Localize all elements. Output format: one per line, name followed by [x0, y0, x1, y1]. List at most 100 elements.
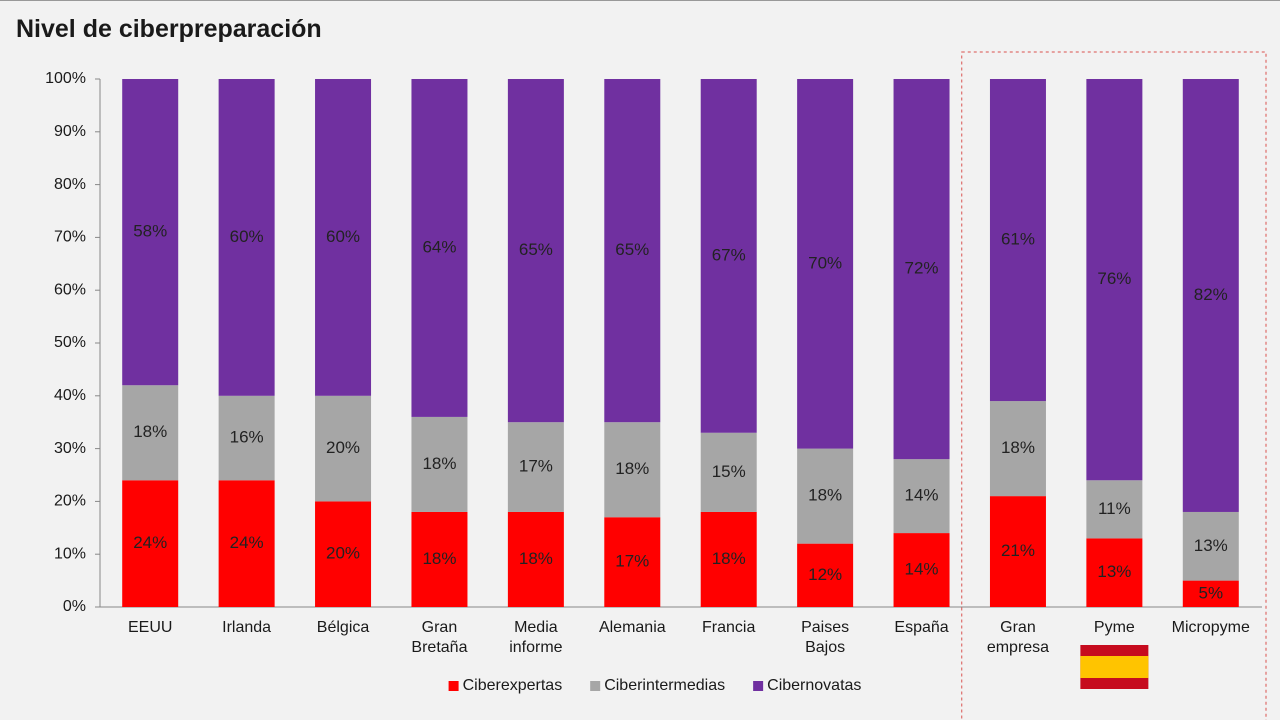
value-label: 65%: [615, 240, 649, 259]
value-label: 20%: [326, 544, 360, 563]
y-tick-label: 20%: [54, 493, 86, 510]
bar-segment: [507, 79, 564, 423]
bar-segment: [1086, 79, 1143, 481]
x-tick-label: Gran Bretaña: [411, 619, 467, 656]
legend-swatch: [448, 681, 459, 691]
y-tick-label: 70%: [54, 229, 86, 246]
bar-segment: [797, 448, 854, 544]
bar-segment: [122, 385, 179, 481]
x-tick-label: Pyme: [1094, 619, 1135, 636]
legend-item: Ciberintermedias: [590, 677, 725, 694]
value-label: 18%: [422, 549, 456, 568]
y-tick-label: 0%: [63, 598, 86, 615]
bar-segment: [604, 517, 661, 607]
value-label: 65%: [519, 240, 553, 259]
value-label: 18%: [422, 454, 456, 473]
value-label: 11%: [1098, 499, 1131, 518]
value-label: 61%: [1001, 230, 1035, 249]
bar-segment: [604, 422, 661, 518]
y-tick-label: 90%: [54, 123, 86, 140]
bar-segment: [1182, 511, 1239, 581]
x-tick-label: EEUU: [128, 619, 172, 636]
value-label: 18%: [808, 486, 842, 505]
bar-segment: [218, 395, 275, 481]
value-label: 82%: [1194, 285, 1228, 304]
bar-segment: [1182, 79, 1239, 512]
y-tick-label: 60%: [54, 281, 86, 298]
bar-segment: [507, 422, 564, 512]
value-label: 15%: [712, 462, 746, 481]
x-tick-label: Bélgica: [317, 619, 370, 636]
bar-segment: [507, 511, 564, 607]
value-label: 72%: [905, 259, 939, 278]
legend-label: Ciberexpertas: [463, 677, 563, 694]
legend-item: Cibernovatas: [753, 677, 861, 694]
flag-yellow: [1080, 656, 1149, 678]
x-tick-label: España: [894, 619, 948, 636]
value-label: 60%: [326, 227, 360, 246]
x-tick-label: Media informe: [509, 619, 562, 656]
bar-segment: [218, 480, 275, 607]
bar-segment: [122, 480, 179, 607]
bar-segment: [1182, 580, 1239, 607]
x-tick-label: Paises Bajos: [801, 619, 849, 656]
value-label: 17%: [615, 552, 649, 571]
x-tick-label: Francia: [702, 619, 755, 636]
legend-item: Ciberexpertas: [448, 677, 563, 694]
legend-swatch: [753, 681, 764, 691]
value-label: 12%: [808, 565, 842, 584]
value-label: 18%: [133, 422, 167, 441]
bar-segment: [989, 401, 1046, 497]
x-tick-label: Gran empresa: [987, 619, 1049, 656]
value-label: 18%: [519, 549, 553, 568]
bar-segment: [989, 496, 1046, 607]
value-label: 70%: [808, 253, 842, 272]
value-label: 18%: [615, 459, 649, 478]
value-label: 24%: [230, 533, 264, 552]
y-tick-label: 10%: [54, 545, 86, 562]
bar-segment: [893, 533, 950, 607]
y-tick-label: 50%: [54, 334, 86, 351]
value-label: 14%: [905, 560, 939, 579]
bar-segment: [700, 79, 757, 433]
legend-label: Ciberintermedias: [604, 677, 725, 694]
value-label: 76%: [1097, 269, 1131, 288]
bar-segment: [315, 79, 372, 396]
bar-segment: [315, 395, 372, 502]
value-label: 18%: [1001, 438, 1035, 457]
bar-segment: [604, 79, 661, 423]
value-label: 5%: [1199, 583, 1224, 602]
highlight-box: [961, 51, 1267, 720]
x-tick-label: Alemania: [599, 619, 666, 636]
bar-segment: [797, 543, 854, 607]
bar-segment: [411, 511, 468, 607]
chart-title: Nivel de ciberpreparación: [16, 15, 322, 43]
value-label: 16%: [230, 428, 264, 447]
bar-segment: [218, 79, 275, 396]
bar-segment: [797, 79, 854, 449]
value-label: 14%: [905, 486, 939, 505]
bar-segment: [1086, 538, 1143, 607]
legend-swatch: [590, 681, 601, 691]
value-label: 20%: [326, 438, 360, 457]
value-label: 67%: [712, 245, 746, 264]
value-label: 17%: [519, 457, 553, 476]
legend-label: Cibernovatas: [767, 677, 861, 694]
y-tick-label: 40%: [54, 387, 86, 404]
y-tick-label: 100%: [45, 70, 86, 87]
value-label: 60%: [230, 227, 264, 246]
y-tick-label: 30%: [54, 440, 86, 457]
x-tick-label: Irlanda: [222, 619, 271, 636]
bar-segment: [411, 416, 468, 512]
bar-segment: [700, 511, 757, 607]
x-tick-label: Micropyme: [1172, 619, 1250, 636]
value-label: 13%: [1194, 536, 1228, 555]
bar-segment: [989, 79, 1046, 402]
bar-segment: [893, 79, 950, 460]
value-label: 18%: [712, 549, 746, 568]
value-label: 21%: [1001, 541, 1035, 560]
bar-segment: [1086, 480, 1143, 539]
bar-segment: [122, 79, 179, 386]
bar-segment: [411, 79, 468, 417]
